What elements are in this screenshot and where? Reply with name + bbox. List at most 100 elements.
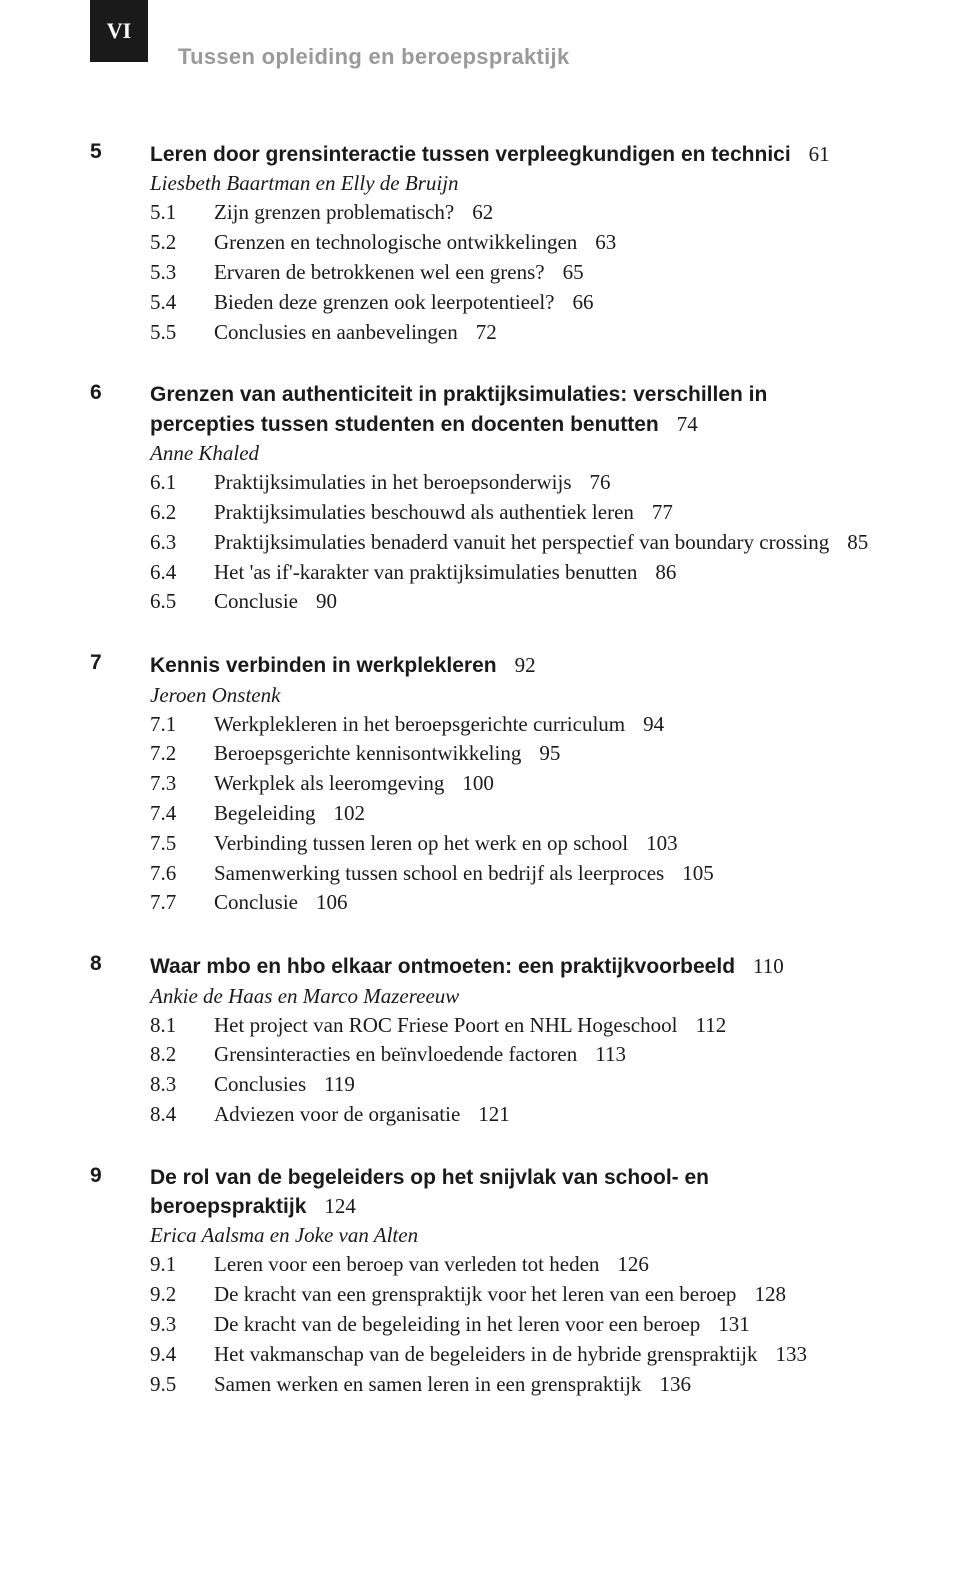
chapter-title-text: De rol van de begeleiders op het snijvla… — [150, 1166, 709, 1218]
section-title: Grensinteracties en beïnvloedende factor… — [214, 1040, 870, 1070]
section-number: 5.4 — [150, 288, 214, 318]
section-number: 7.6 — [150, 859, 214, 889]
table-of-contents: 5Leren door grensinteractie tussen verpl… — [90, 140, 870, 1400]
section-title-text: De kracht van de begeleiding in het lere… — [214, 1312, 700, 1336]
section-title: De kracht van de begeleiding in het lere… — [214, 1310, 870, 1340]
section-page: 113 — [595, 1042, 626, 1066]
chapter-title: Kennis verbinden in werkplekleren 92 — [150, 651, 870, 680]
chapter-author: Liesbeth Baartman en Elly de Bruijn — [150, 171, 870, 196]
chapter-row: 5Leren door grensinteractie tussen verpl… — [90, 140, 870, 347]
section-title: Adviezen voor de organisatie 121 — [214, 1100, 870, 1130]
section-row: 5.4Bieden deze grenzen ook leerpotentiee… — [150, 288, 870, 318]
section-title-text: Conclusies en aanbevelingen — [214, 320, 458, 344]
chapter-number: 6 — [90, 381, 150, 405]
chapter-title-wrap: Kennis verbinden in werkplekleren92Jeroe… — [150, 651, 870, 918]
section-page: 102 — [333, 801, 365, 825]
chapter-title-wrap: Waar mbo en hbo elkaar ontmoeten: een pr… — [150, 952, 870, 1130]
section-title: Praktijksimulaties in het beroepsonderwi… — [214, 468, 870, 498]
section-page: 65 — [563, 260, 584, 284]
chapter-title: De rol van de begeleiders op het snijvla… — [150, 1164, 870, 1222]
section-title: Beroepsgerichte kennisontwikkeling95 — [214, 739, 870, 769]
section-page: 95 — [539, 741, 560, 765]
chapter-number: 7 — [90, 651, 150, 675]
section-number: 9.5 — [150, 1370, 214, 1400]
section-title-text: Samen werken en samen leren in een grens… — [214, 1372, 641, 1396]
section-title-text: Begeleiding — [214, 801, 315, 825]
section-row: 5.5Conclusies en aanbevelingen72 — [150, 318, 870, 348]
chapter-author: Ankie de Haas en Marco Mazereeuw — [150, 984, 870, 1009]
running-title: Tussen opleiding en beroepspraktijk — [178, 44, 570, 70]
section-title: Het vakmanschap van de begeleiders in de… — [214, 1340, 870, 1370]
section-title: Zijn grenzen problematisch?62 — [214, 198, 870, 228]
section-page: 76 — [590, 470, 611, 494]
section-page: 63 — [595, 230, 616, 254]
section-number: 5.2 — [150, 228, 214, 258]
section-row: 8.3Conclusies119 — [150, 1070, 870, 1100]
chapter-number: 8 — [90, 952, 150, 976]
section-page: 66 — [573, 290, 594, 314]
chapter-block: 8Waar mbo en hbo elkaar ontmoeten: een p… — [90, 952, 870, 1130]
chapter-title: Grenzen van authenticiteit in praktijksi… — [150, 381, 870, 439]
page-header: VI Tussen opleiding en beroepspraktijk — [90, 40, 870, 70]
section-number: 8.2 — [150, 1040, 214, 1070]
section-page: 62 — [472, 200, 493, 224]
section-title-text: Leren voor een beroep van verleden tot h… — [214, 1252, 599, 1276]
section-row: 9.3De kracht van de begeleiding in het l… — [150, 1310, 870, 1340]
section-title: Conclusies en aanbevelingen72 — [214, 318, 870, 348]
chapter-block: 6Grenzen van authenticiteit in praktijks… — [90, 381, 870, 617]
section-number: 7.1 — [150, 710, 214, 740]
section-number: 9.1 — [150, 1250, 214, 1280]
chapter-title-wrap: Leren door grensinteractie tussen verple… — [150, 140, 870, 347]
section-title-text: Grenzen en technologische ontwikkelingen — [214, 230, 577, 254]
chapter-page: 110 — [753, 954, 784, 978]
chapter-page: 92 — [515, 653, 536, 677]
section-title-text: Praktijksimulaties in het beroepsonderwi… — [214, 470, 572, 494]
section-row: 6.3Praktijksimulaties benaderd vanuit he… — [150, 528, 870, 558]
section-number: 7.4 — [150, 799, 214, 829]
section-row: 5.2Grenzen en technologische ontwikkelin… — [150, 228, 870, 258]
section-title-text: Werkplek als leeromgeving — [214, 771, 444, 795]
chapter-page: 74 — [677, 412, 698, 436]
section-title: Verbinding tussen leren op het werk en o… — [214, 829, 870, 859]
section-title-text: De kracht van een grenspraktijk voor het… — [214, 1282, 736, 1306]
section-row: 7.1Werkplekleren in het beroepsgerichte … — [150, 710, 870, 740]
section-title-text: Verbinding tussen leren op het werk en o… — [214, 831, 628, 855]
section-title-text: Het vakmanschap van de begeleiders in de… — [214, 1342, 757, 1366]
section-row: 7.7Conclusie106 — [150, 888, 870, 918]
section-number: 6.1 — [150, 468, 214, 498]
chapter-author: Erica Aalsma en Joke van Alten — [150, 1223, 870, 1248]
section-title-text: Conclusie — [214, 890, 298, 914]
section-number: 8.4 — [150, 1100, 214, 1130]
section-title: Begeleiding 102 — [214, 799, 870, 829]
chapter-title-text: Leren door grensinteractie tussen verple… — [150, 143, 791, 166]
section-row: 6.1Praktijksimulaties in het beroepsonde… — [150, 468, 870, 498]
chapter-title-text: Kennis verbinden in werkplekleren — [150, 654, 497, 677]
section-page: 106 — [316, 890, 348, 914]
chapter-block: 7Kennis verbinden in werkplekleren92Jero… — [90, 651, 870, 918]
section-page: 90 — [316, 589, 337, 613]
section-page: 121 — [478, 1102, 510, 1126]
section-number: 8.3 — [150, 1070, 214, 1100]
section-title-text: Praktijksimulaties benaderd vanuit het p… — [214, 530, 829, 554]
chapter-row: 9De rol van de begeleiders op het snijvl… — [90, 1164, 870, 1400]
chapter-row: 8Waar mbo en hbo elkaar ontmoeten: een p… — [90, 952, 870, 1130]
section-row: 9.4Het vakmanschap van de begeleiders in… — [150, 1340, 870, 1370]
section-page: 131 — [718, 1312, 750, 1336]
section-page: 86 — [655, 560, 676, 584]
chapter-title: Leren door grensinteractie tussen verple… — [150, 140, 870, 169]
section-page: 119 — [324, 1072, 355, 1096]
section-title-text: Adviezen voor de organisatie — [214, 1102, 460, 1126]
section-page: 105 — [682, 861, 714, 885]
section-title: Samenwerking tussen school en bedrijf al… — [214, 859, 870, 889]
section-page: 128 — [754, 1282, 786, 1306]
section-page: 85 — [847, 530, 868, 554]
section-title-text: Conclusie — [214, 589, 298, 613]
section-row: 8.2Grensinteracties en beïnvloedende fac… — [150, 1040, 870, 1070]
section-row: 6.5Conclusie90 — [150, 587, 870, 617]
section-title: Bieden deze grenzen ook leerpotentieel?6… — [214, 288, 870, 318]
section-title-text: Ervaren de betrokkenen wel een grens? — [214, 260, 545, 284]
section-number: 8.1 — [150, 1011, 214, 1041]
chapter-page: 61 — [809, 142, 830, 166]
section-number: 6.2 — [150, 498, 214, 528]
page-number-marker: VI — [90, 0, 148, 62]
